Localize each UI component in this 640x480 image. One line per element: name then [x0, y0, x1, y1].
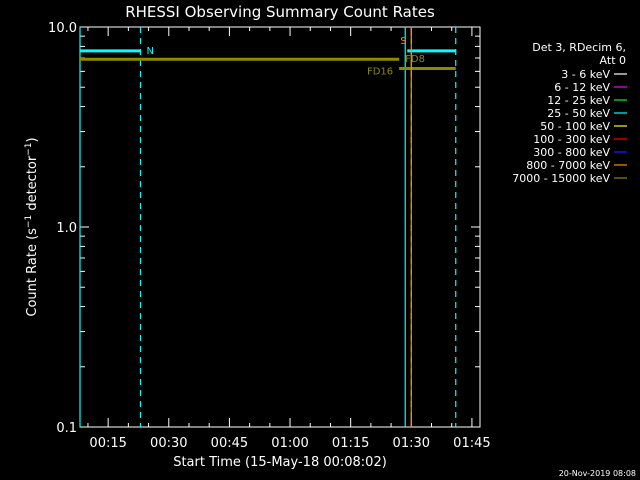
legend-entry-label: 6 - 12 keV: [554, 81, 610, 94]
legend-entry-label: 50 - 100 keV: [540, 120, 610, 133]
legend-entry-label: 100 - 300 keV: [533, 133, 610, 146]
y-tick-label: 1.0: [56, 221, 77, 236]
marker-label: S: [400, 36, 406, 47]
x-tick-label: 01:15: [332, 436, 369, 451]
y-tick-labels: 10.0 1.0 0.1: [48, 21, 77, 436]
legend-header-line2: Att 0: [600, 54, 626, 67]
x-tick-label: 01:00: [271, 436, 308, 451]
y-label-part-b: detector: [25, 155, 40, 215]
y-label-part-c: ): [25, 137, 40, 142]
legend-header-line1: Det 3, RDecim 6,: [532, 41, 626, 54]
legend-entry-label: 7000 - 15000 keV: [512, 172, 610, 185]
x-tick-label: 00:30: [150, 436, 187, 451]
legend-entry-label: 3 - 6 keV: [561, 68, 610, 81]
y-axis-label: Count Rate (s−1 detector−1): [24, 137, 40, 316]
y-tick-label: 0.1: [56, 421, 77, 436]
chart-title: RHESSI Observing Summary Count Rates: [125, 3, 435, 21]
x-tick-labels: 00:15 00:30 00:45 01:00 01:15 01:30 01:45: [89, 436, 490, 451]
y-label-exp2: −1: [24, 142, 34, 155]
x-axis-label: Start Time (15-May-18 00:08:02): [173, 455, 387, 470]
chart-data-layer: N FD8 FD16 S: [79, 27, 457, 427]
legend-entry-label: 25 - 50 keV: [547, 107, 610, 120]
x-tick-label: 01:30: [393, 436, 430, 451]
footer-date: 20-Nov-2019 08:08: [559, 469, 636, 478]
chart-decorations: [80, 26, 480, 428]
legend-entry-label: 12 - 25 keV: [547, 94, 610, 107]
legend-entry-label: 800 - 7000 keV: [526, 159, 610, 172]
x-tick-label: 00:45: [211, 436, 248, 451]
y-label-part-a: Count Rate (s: [25, 228, 40, 317]
x-tick-label: 00:15: [89, 436, 126, 451]
y-label-exp1: −1: [24, 215, 34, 228]
x-tick-label: 01:45: [453, 436, 490, 451]
flag-label: N: [146, 46, 153, 57]
legend-entry-label: 300 - 800 keV: [533, 146, 610, 159]
y-tick-label: 10.0: [48, 21, 77, 36]
flag-label: FD16: [367, 67, 393, 78]
flag-label: FD8: [405, 54, 425, 65]
